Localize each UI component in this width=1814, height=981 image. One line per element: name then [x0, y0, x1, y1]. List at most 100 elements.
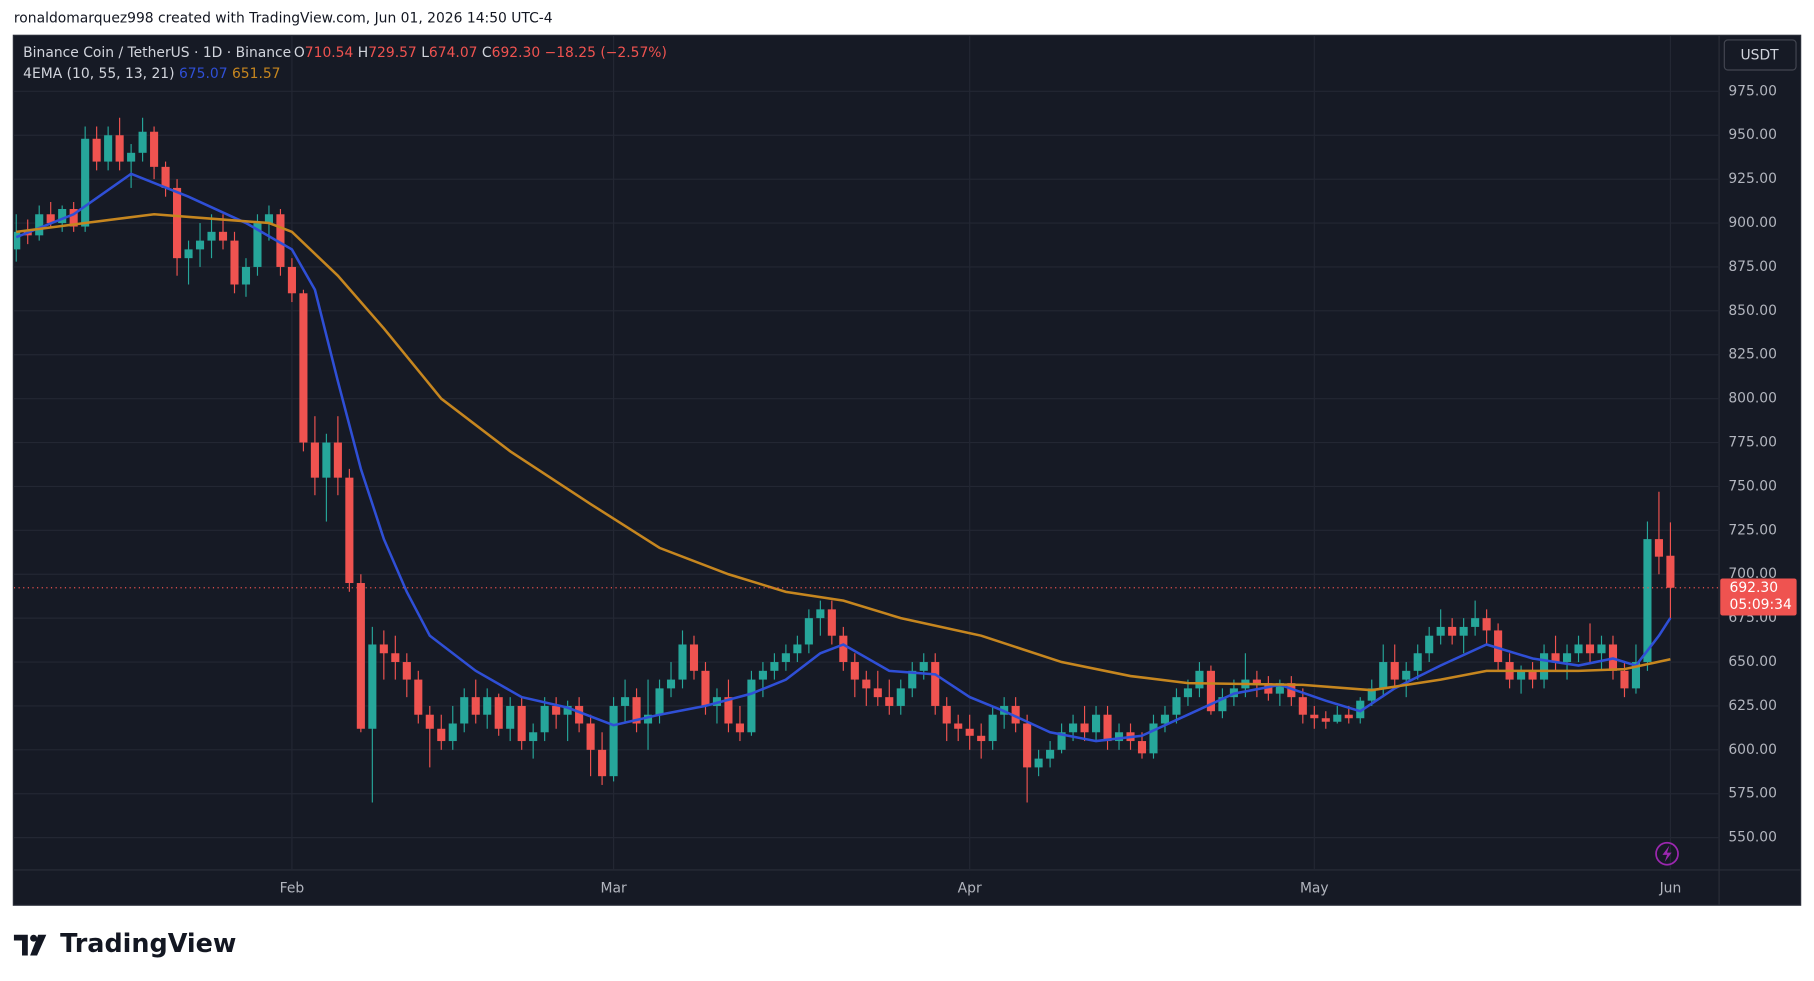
- candle-body: [977, 735, 986, 742]
- candle-body: [1482, 618, 1491, 631]
- y-tick-label: 875.00: [1728, 259, 1777, 275]
- candle-body: [1585, 644, 1595, 654]
- candle-body: [1080, 723, 1089, 733]
- y-tick-label: 825.00: [1728, 347, 1777, 363]
- candle-body: [919, 662, 928, 671]
- candle-body: [1494, 630, 1503, 663]
- candle-body: [793, 644, 802, 654]
- candle-body: [1321, 718, 1330, 722]
- candle-body: [1436, 626, 1445, 636]
- close-value: 692.30: [492, 45, 541, 61]
- candle-body: [678, 644, 687, 680]
- candle-body: [873, 688, 882, 698]
- candle-body: [437, 728, 446, 742]
- candle-body: [885, 697, 894, 706]
- y-tick-label: 700.00: [1728, 566, 1777, 582]
- candle-body: [322, 442, 331, 478]
- y-tick-label: 650.00: [1728, 654, 1777, 670]
- candle-body: [1551, 653, 1560, 663]
- y-tick-label: 975.00: [1728, 83, 1777, 99]
- candle-body: [1367, 688, 1376, 701]
- candle-body: [942, 705, 951, 724]
- candle-body: [414, 679, 423, 715]
- candle-body: [494, 697, 503, 729]
- candle-body: [402, 662, 411, 680]
- candle-body: [666, 679, 676, 689]
- candle-body: [241, 266, 251, 285]
- candle-body: [1654, 539, 1663, 557]
- x-tick-label: Apr: [958, 880, 982, 896]
- y-tick-label: 550.00: [1728, 830, 1777, 846]
- close-label: C: [482, 45, 492, 61]
- candle-body: [632, 697, 641, 724]
- candle-body: [908, 670, 917, 689]
- x-tick-label: Mar: [600, 880, 626, 896]
- candle-body: [379, 644, 388, 654]
- candle-body: [1379, 662, 1388, 689]
- candle-body: [1092, 714, 1101, 733]
- candle-body: [575, 705, 584, 724]
- candle-body: [1034, 758, 1043, 768]
- candle-body: [1011, 705, 1020, 724]
- candle-body: [207, 231, 216, 241]
- y-tick-label: 925.00: [1728, 171, 1777, 187]
- candle-body: [988, 714, 997, 742]
- chart-panel: [12, 34, 1802, 906]
- candle-body: [1402, 670, 1411, 680]
- candle-body: [1103, 714, 1112, 742]
- candle-body: [896, 688, 905, 706]
- candle-body: [58, 208, 67, 224]
- candle-body: [1540, 653, 1549, 680]
- candle-body: [816, 609, 825, 619]
- candle-body: [1046, 749, 1055, 759]
- candle-body: [1172, 697, 1181, 715]
- candle-body: [954, 723, 963, 729]
- candle-body: [827, 609, 836, 636]
- candle-body: [735, 723, 744, 733]
- candle-body: [1459, 626, 1468, 636]
- candle-body: [448, 723, 457, 742]
- candle-body: [770, 662, 779, 671]
- currency-button[interactable]: [1723, 39, 1797, 71]
- candle-body: [1137, 741, 1147, 754]
- candle-body: [1631, 662, 1641, 689]
- candle-body: [609, 705, 618, 777]
- candle-body: [1528, 670, 1537, 680]
- candle-body: [1057, 732, 1066, 750]
- lightning-icon[interactable]: [1655, 841, 1679, 866]
- last-price-tag: [1720, 578, 1797, 616]
- candle-body: [804, 618, 813, 645]
- candle-body: [506, 705, 515, 729]
- indicator-name: 4EMA (10, 55, 13, 21): [23, 66, 174, 82]
- candle-body: [391, 653, 400, 663]
- candle-body: [701, 670, 710, 706]
- last-price-label: 692.30: [1730, 580, 1779, 596]
- currency-label[interactable]: USDT: [1741, 48, 1780, 64]
- high-value: 729.57: [368, 45, 417, 61]
- ema-line: [16, 212, 1671, 692]
- candle-body: [517, 705, 526, 742]
- ohlc-legend: O710.54 H729.57 L674.07 C692.30 −18.25 (…: [294, 45, 667, 61]
- candle-body: [150, 131, 159, 167]
- y-tick-label: 775.00: [1728, 435, 1777, 451]
- change: −18.25 (−2.57%): [545, 45, 667, 61]
- attribution: ronaldomarquez998 created with TradingVi…: [14, 11, 553, 27]
- candle-body: [218, 231, 228, 241]
- candle-body: [1356, 700, 1365, 719]
- candle-body: [1620, 670, 1629, 689]
- candle-body: [69, 208, 78, 227]
- candle-body: [655, 688, 664, 715]
- candle-body: [1183, 688, 1192, 698]
- plot: [13, 117, 1720, 803]
- candle-body: [92, 138, 101, 162]
- candle-body: [1160, 714, 1170, 724]
- open-value: 710.54: [305, 45, 354, 61]
- y-tick-label: 850.00: [1728, 303, 1777, 319]
- y-tick-label: 600.00: [1728, 742, 1777, 758]
- candle-body: [850, 662, 859, 680]
- candle-body: [839, 635, 848, 663]
- candle-body: [1425, 635, 1434, 654]
- candle-body: [299, 293, 308, 443]
